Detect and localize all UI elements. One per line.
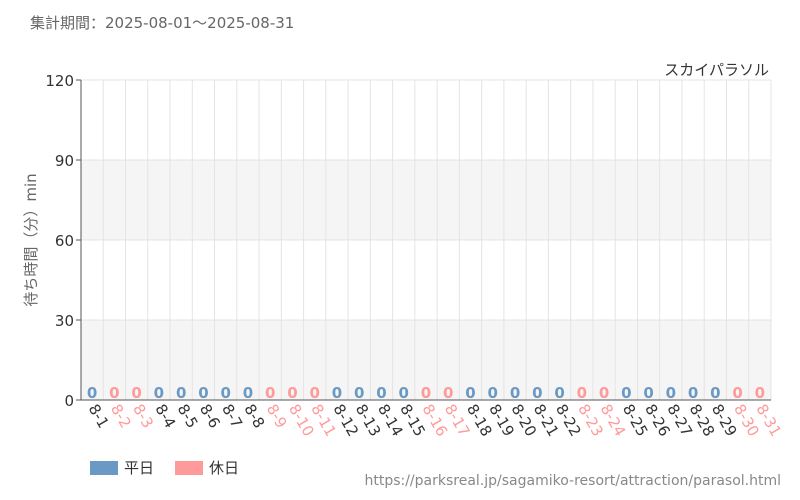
legend-weekday: 平日 bbox=[90, 457, 154, 478]
x-tick-label: 8-7 bbox=[218, 401, 246, 431]
plot-band bbox=[81, 160, 771, 240]
x-tick-label: 8-6 bbox=[196, 401, 224, 431]
x-tick-label: 8-1 bbox=[85, 401, 113, 431]
y-tick-label: 90 bbox=[55, 152, 74, 170]
data-label: 0 bbox=[666, 384, 676, 402]
plot-band bbox=[81, 80, 771, 160]
data-label: 0 bbox=[131, 384, 141, 402]
plot-band bbox=[81, 240, 771, 320]
data-label: 0 bbox=[399, 384, 409, 402]
data-label: 0 bbox=[220, 384, 230, 402]
data-label: 0 bbox=[176, 384, 186, 402]
data-label: 0 bbox=[621, 384, 631, 402]
data-label: 0 bbox=[688, 384, 698, 402]
data-label: 0 bbox=[510, 384, 520, 402]
legend-weekday-label: 平日 bbox=[124, 459, 155, 477]
data-label: 0 bbox=[109, 384, 119, 402]
data-label: 0 bbox=[287, 384, 297, 402]
data-label: 0 bbox=[443, 384, 453, 402]
data-label: 0 bbox=[243, 384, 253, 402]
data-label: 0 bbox=[309, 384, 319, 402]
data-label: 0 bbox=[154, 384, 164, 402]
y-axis-label: 待ち時間（分）min bbox=[22, 173, 40, 306]
data-label: 0 bbox=[465, 384, 475, 402]
data-label: 0 bbox=[599, 384, 609, 402]
chart-title: スカイパラソル bbox=[664, 61, 769, 79]
data-label: 0 bbox=[87, 384, 97, 402]
y-tick-label: 60 bbox=[55, 232, 74, 250]
legend-holiday-label: 休日 bbox=[209, 459, 240, 477]
legend-holiday: 休日 bbox=[175, 457, 239, 478]
x-tick-label: 8-3 bbox=[129, 401, 157, 431]
data-label: 0 bbox=[265, 384, 275, 402]
legend-holiday-swatch bbox=[175, 460, 203, 475]
y-tick-label: 120 bbox=[45, 72, 74, 90]
data-label: 0 bbox=[643, 384, 653, 402]
source-url: https://parksreal.jp/sagamiko-resort/att… bbox=[364, 473, 781, 489]
data-label: 0 bbox=[710, 384, 720, 402]
y-tick-label: 30 bbox=[55, 312, 74, 330]
x-tick-label: 8-9 bbox=[263, 401, 291, 431]
data-label: 0 bbox=[198, 384, 208, 402]
data-label: 0 bbox=[488, 384, 498, 402]
data-label: 0 bbox=[532, 384, 542, 402]
period-label: 集計期間：2025-08-01〜2025-08-31 bbox=[30, 14, 295, 32]
x-tick-label: 8-2 bbox=[107, 401, 135, 431]
data-label: 0 bbox=[577, 384, 587, 402]
data-label: 0 bbox=[732, 384, 742, 402]
data-label: 0 bbox=[421, 384, 431, 402]
data-label: 0 bbox=[755, 384, 765, 402]
plot-band bbox=[81, 320, 771, 400]
legend-weekday-swatch bbox=[90, 460, 118, 475]
x-tick-label: 8-4 bbox=[151, 401, 179, 431]
data-label: 0 bbox=[376, 384, 386, 402]
data-label: 0 bbox=[354, 384, 364, 402]
x-tick-label: 8-8 bbox=[240, 401, 268, 431]
y-tick-label: 0 bbox=[64, 392, 74, 410]
x-tick-label: 8-5 bbox=[174, 401, 202, 431]
data-label: 0 bbox=[554, 384, 564, 402]
data-label: 0 bbox=[332, 384, 342, 402]
